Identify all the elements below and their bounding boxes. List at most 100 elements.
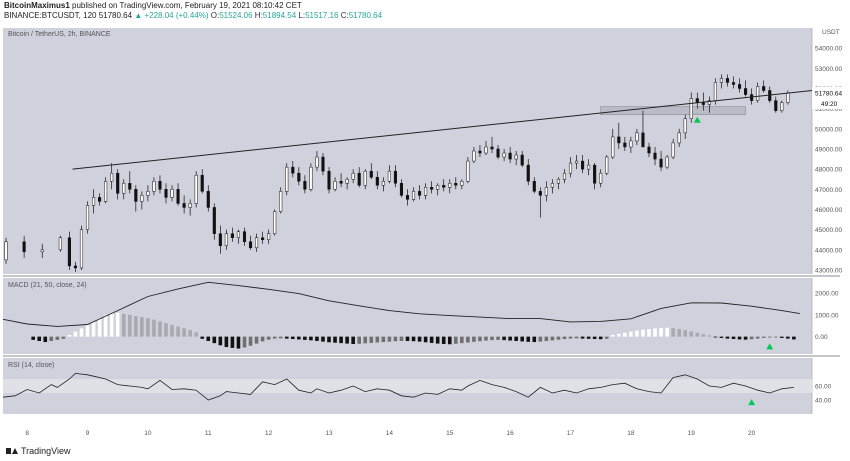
candle: [134, 185, 138, 212]
tradingview-logo[interactable]: TradingView: [6, 446, 71, 456]
up-arrow-marker[interactable]: [766, 343, 774, 350]
candle-body-down: [158, 180, 162, 190]
time-tick-label: 14: [386, 430, 394, 437]
macd-histogram-bar: [761, 336, 766, 338]
candle-body-down: [725, 78, 730, 83]
candle: [369, 163, 373, 180]
macd-histogram-bar: [526, 336, 531, 342]
macd-histogram-bar: [496, 336, 500, 340]
candle-body-up: [363, 170, 367, 186]
macd-histogram-bar: [447, 336, 452, 345]
macd-histogram-bar: [689, 331, 694, 337]
up-arrow-marker[interactable]: [693, 116, 701, 123]
candle-body-down: [369, 170, 373, 178]
candle: [556, 177, 560, 190]
macd-histogram-bar: [278, 336, 283, 339]
candle: [490, 136, 494, 154]
candle-body-down: [496, 148, 500, 158]
author-name[interactable]: BitcoinMaximus1: [4, 1, 70, 10]
candle: [418, 185, 422, 200]
macd-histogram-bar: [604, 336, 609, 339]
candle: [424, 183, 428, 200]
high-label: H:: [254, 11, 263, 20]
macd-histogram-bar: [97, 318, 102, 337]
price-tick-label: 45000.00: [815, 227, 842, 234]
candle: [327, 167, 331, 194]
candle-body-down: [98, 197, 102, 202]
candle: [744, 80, 748, 97]
candle: [393, 165, 397, 188]
ascending-trendline[interactable]: [72, 90, 813, 170]
candle-body-up: [58, 237, 62, 251]
macd-histogram-bar: [345, 336, 349, 344]
price-pane[interactable]: 43000.00 44000.00 45000.00 46000.00 47000.00…: [3, 28, 845, 274]
macd-histogram-bar: [574, 336, 579, 339]
macd-histogram-bar: [659, 327, 663, 337]
candle-body-up: [140, 195, 144, 202]
price-tick-label: 53000.00: [815, 66, 842, 73]
macd-histogram-bar: [121, 313, 126, 337]
macd-histogram-bar: [719, 336, 724, 338]
time-axis[interactable]: 8 9 10 11 12 13 14 15 16 17 18 19 20: [25, 430, 755, 437]
candle-body-down: [73, 265, 77, 269]
macd-histogram-bar: [755, 336, 760, 339]
candle: [436, 183, 440, 196]
candle-body-up: [587, 164, 591, 170]
candle: [647, 142, 651, 158]
time-tick-label: 12: [265, 430, 273, 437]
rsi-pane[interactable]: 40.00 60.00 RSI (14, close): [2, 358, 832, 414]
macd-histogram-bar: [85, 325, 90, 337]
candle-body-up: [387, 170, 391, 182]
candle: [725, 74, 730, 87]
candle: [581, 155, 585, 174]
price-tick-label: 49000.00: [815, 146, 842, 153]
macd-histogram-bar: [562, 336, 567, 340]
price-label-box: [812, 86, 845, 98]
macd-histogram-bar: [109, 313, 114, 337]
up-arrow-marker[interactable]: [748, 399, 756, 406]
candle: [659, 151, 663, 172]
macd-histogram-bar: [556, 336, 561, 340]
macd-histogram-bar: [586, 336, 591, 339]
chart-canvas[interactable]: 43000.00 44000.00 45000.00 46000.00 47000.00…: [0, 22, 850, 443]
macd-histogram-bar: [134, 316, 138, 337]
candle: [273, 209, 277, 236]
candle: [617, 122, 621, 149]
macd-line[interactable]: [2, 281, 800, 327]
low-value: 51517.16: [305, 11, 339, 20]
price-tick-label: 47000.00: [815, 187, 842, 194]
macd-histogram-bar: [617, 333, 621, 337]
candle: [544, 181, 548, 202]
candle-body-down: [701, 102, 705, 105]
macd-pane[interactable]: 0.00 1000.00 2000.00 MACD (21, 50, close, 2…: [2, 278, 839, 354]
candle: [707, 96, 711, 113]
open-label: O:: [210, 11, 220, 20]
macd-histogram-bar: [598, 336, 603, 340]
macd-histogram-bar: [297, 336, 301, 340]
candle: [665, 155, 669, 170]
macd-histogram-bar: [623, 332, 627, 337]
rsi-line[interactable]: [2, 372, 794, 401]
macd-histogram-bar: [683, 330, 688, 337]
support-zone[interactable]: [600, 106, 746, 116]
macd-histogram-bar: [369, 336, 374, 343]
candle-body-up: [411, 191, 416, 200]
candle-body-down: [641, 132, 645, 148]
candle: [653, 146, 657, 166]
candle-body-up: [665, 156, 669, 168]
candle-body-up: [351, 172, 355, 180]
candle-body-down: [327, 170, 331, 190]
macd-histogram-bar: [73, 331, 78, 337]
candle-body-up: [104, 180, 108, 202]
candle-body-up: [170, 189, 174, 198]
candle: [508, 146, 512, 164]
macd-histogram-bar: [375, 336, 380, 343]
rsi-tick-label: 40.00: [815, 398, 832, 405]
countdown-label: 49:20: [821, 101, 838, 108]
candle-body-up: [568, 162, 573, 174]
chart-footer: TradingView: [0, 443, 850, 461]
chart-header: BitcoinMaximus1 published on TradingView…: [0, 0, 850, 22]
candle-body-down: [375, 176, 379, 186]
candle: [206, 185, 210, 212]
price-tick-label: 46000.00: [815, 207, 842, 214]
